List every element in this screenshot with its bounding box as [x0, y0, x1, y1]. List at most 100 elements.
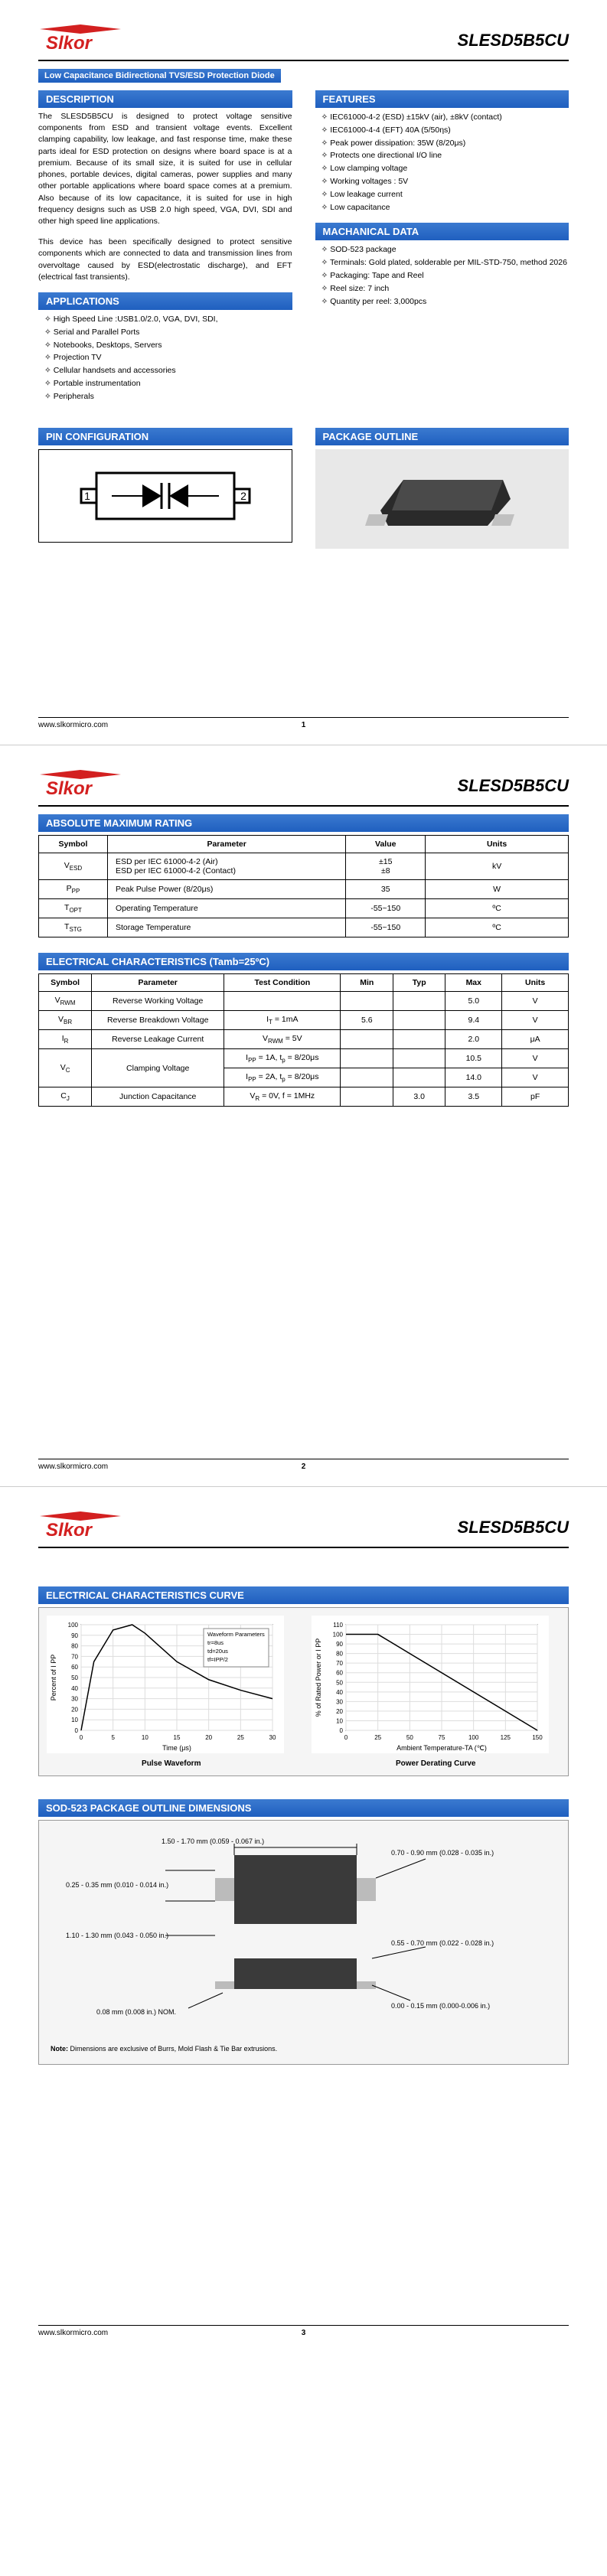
list-item: Terminals: Gold plated, solderable per M… — [321, 256, 569, 269]
description-text: The SLESD5B5CU is designed to protect vo… — [38, 111, 292, 227]
list-item: IEC61000-4-2 (ESD) ±15kV (air), ±8kV (co… — [321, 111, 569, 124]
svg-text:0: 0 — [80, 1734, 83, 1741]
power-derating-chart: 0255075100125150010203040506070809010011… — [312, 1616, 549, 1753]
svg-text:70: 70 — [336, 1661, 343, 1668]
svg-text:td=20us: td=20us — [207, 1648, 228, 1655]
part-number-2: SLESD5B5CU — [458, 776, 569, 796]
svg-text:10: 10 — [142, 1734, 148, 1741]
footer-url: www.slkormicro.com — [38, 721, 108, 729]
svg-text:60: 60 — [336, 1670, 343, 1677]
svg-text:0: 0 — [339, 1727, 343, 1734]
svg-text:70: 70 — [71, 1654, 78, 1661]
svg-text:25: 25 — [374, 1734, 381, 1741]
subtitle: Low Capacitance Bidirectional TVS/ESD Pr… — [38, 69, 281, 83]
col-right: FEATURES IEC61000-4-2 (ESD) ±15kV (air),… — [315, 90, 569, 412]
table-header: Symbol — [39, 973, 92, 991]
pulse-waveform-chart: 0510152025300102030405060708090100Time (… — [47, 1616, 284, 1753]
dim-3: 0.70 - 0.90 mm (0.028 - 0.035 in.) — [391, 1849, 494, 1857]
chart2-title: Power Derating Curve — [312, 1759, 561, 1768]
table-header: Parameter — [92, 973, 224, 991]
table-row: VBRReverse Breakdown VoltageIT = 1mA5.69… — [39, 1011, 569, 1030]
pkg-outline — [315, 449, 569, 549]
page-num-2: 2 — [302, 1462, 306, 1471]
footer-1: www.slkormicro.com 1 — [38, 717, 569, 729]
svg-text:Slkor: Slkor — [46, 1520, 93, 1541]
svg-text:150: 150 — [532, 1734, 543, 1741]
pin-header: PIN CONFIGURATION — [38, 428, 292, 445]
svg-text:50: 50 — [336, 1680, 343, 1687]
elec-table: SymbolParameterTest ConditionMinTypMaxUn… — [38, 973, 569, 1107]
footer-url-2: www.slkormicro.com — [38, 1462, 108, 1471]
svg-text:90: 90 — [71, 1632, 78, 1639]
header-line-2 — [38, 805, 569, 807]
dim-6: 0.08 mm (0.008 in.) NOM. — [96, 2008, 176, 2016]
table-header: Min — [341, 973, 393, 991]
logo-3: Slkor — [38, 1510, 122, 1541]
chart-1-wrap: 0510152025300102030405060708090100Time (… — [47, 1616, 296, 1768]
svg-text:30: 30 — [269, 1734, 276, 1741]
table-row: PPPPeak Pulse Power (8/20μs)35W — [39, 879, 569, 898]
svg-text:100: 100 — [468, 1734, 478, 1741]
svg-text:80: 80 — [336, 1651, 343, 1658]
dim-5: 0.00 - 0.15 mm (0.000-0.006 in.) — [391, 2002, 490, 2010]
svg-text:100: 100 — [332, 1632, 343, 1639]
footer-3: www.slkormicro.com 3 — [38, 2325, 569, 2337]
svg-text:30: 30 — [336, 1699, 343, 1706]
page-3: Slkor SLESD5B5CU ELECTRICAL CHARACTERIST… — [0, 1486, 607, 2353]
chart-box: 0510152025300102030405060708090100Time (… — [38, 1607, 569, 1776]
table-row: IRReverse Leakage CurrentVRWM = 5V2.0μA — [39, 1030, 569, 1049]
svg-text:50: 50 — [71, 1674, 78, 1681]
pkg-col: PACKAGE OUTLINE — [315, 428, 569, 549]
header-line — [38, 60, 569, 61]
list-item: Portable instrumentation — [44, 377, 292, 390]
note-text: Dimensions are exclusive of Burrs, Mold … — [70, 2045, 278, 2053]
list-item: Protects one directional I/O line — [321, 149, 569, 162]
list-item: Reel size: 7 inch — [321, 282, 569, 295]
features-list: IEC61000-4-2 (ESD) ±15kV (air), ±8kV (co… — [315, 111, 569, 214]
list-item: Low clamping voltage — [321, 162, 569, 175]
table-header: Typ — [393, 973, 445, 991]
table-row: TSTGStorage Temperature-55~150ºC — [39, 918, 569, 937]
curve-header: ELECTRICAL CHARACTERISTICS CURVE — [38, 1586, 569, 1604]
list-item: Projection TV — [44, 351, 292, 364]
svg-text:10: 10 — [336, 1718, 343, 1725]
table-header: Max — [445, 973, 502, 991]
svg-text:100: 100 — [68, 1622, 79, 1629]
page-num-1: 1 — [302, 721, 306, 729]
table-row: VRWMReverse Working Voltage5.0V — [39, 991, 569, 1010]
sod-header: SOD-523 PACKAGE OUTLINE DIMENSIONS — [38, 1799, 569, 1817]
mechanical-list: SOD-523 packageTerminals: Gold plated, s… — [315, 243, 569, 308]
svg-text:20: 20 — [71, 1707, 78, 1714]
svg-text:2: 2 — [240, 490, 246, 502]
svg-text:Slkor: Slkor — [46, 778, 93, 799]
svg-text:75: 75 — [438, 1734, 445, 1741]
col-left: DESCRIPTION The SLESD5B5CU is designed t… — [38, 90, 292, 412]
applications-list: High Speed Line :USB1.0/2.0, VGA, DVI, S… — [38, 313, 292, 403]
list-item: Peripherals — [44, 390, 292, 403]
table-row: VCClamping VoltageIPP = 1A, tp = 8/20μs1… — [39, 1049, 569, 1068]
table-header: Units — [426, 835, 569, 853]
logo-2: Slkor — [38, 768, 122, 799]
list-item: High Speed Line :USB1.0/2.0, VGA, DVI, S… — [44, 313, 292, 326]
list-item: Peak power dissipation: 35W (8/20μs) — [321, 137, 569, 150]
header-2: Slkor SLESD5B5CU — [38, 768, 569, 801]
svg-text:20: 20 — [205, 1734, 212, 1741]
table-header: Units — [502, 973, 569, 991]
list-item: Serial and Parallel Ports — [44, 326, 292, 339]
svg-text:Percent of I PP: Percent of I PP — [50, 1655, 57, 1701]
svg-text:50: 50 — [406, 1734, 413, 1741]
list-item: SOD-523 package — [321, 243, 569, 256]
list-item: Working voltages : 5V — [321, 175, 569, 188]
chart1-title: Pulse Waveform — [47, 1759, 296, 1768]
table-header: Parameter — [107, 835, 345, 853]
svg-text:80: 80 — [71, 1643, 78, 1650]
applications-header: APPLICATIONS — [38, 292, 292, 310]
svg-text:% of Rated Power or I PP: % of Rated Power or I PP — [315, 1639, 322, 1717]
two-col-diagrams: PIN CONFIGURATION 1 2 PACKAGE OUT — [38, 428, 569, 549]
part-number-3: SLESD5B5CU — [458, 1518, 569, 1537]
logo: Slkor — [38, 23, 122, 54]
table-row: VESDESD per IEC 61000-4-2 (Air)ESD per I… — [39, 853, 569, 879]
svg-text:5: 5 — [111, 1734, 115, 1741]
svg-text:0: 0 — [344, 1734, 348, 1741]
svg-text:90: 90 — [336, 1642, 343, 1648]
